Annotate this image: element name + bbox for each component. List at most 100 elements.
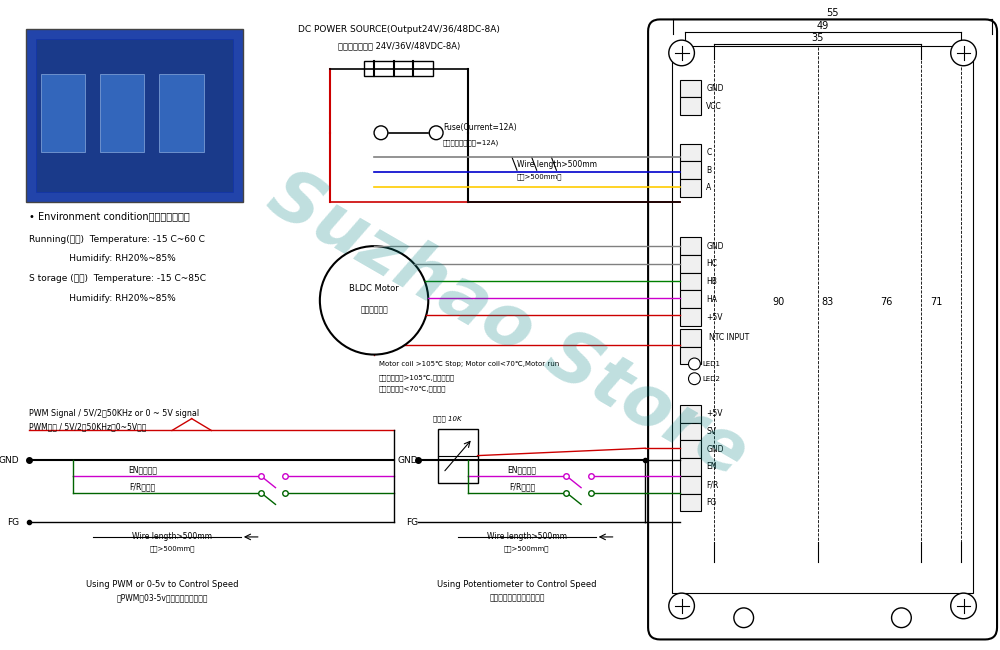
Bar: [36, 39, 233, 192]
Text: Wire length>500mm: Wire length>500mm: [487, 532, 567, 541]
Circle shape: [892, 608, 911, 628]
Text: Using PWM or 0-5v to Control Speed: Using PWM or 0-5v to Control Speed: [86, 580, 238, 589]
Text: Humidify: RH20%~85%: Humidify: RH20%~85%: [29, 254, 176, 263]
Bar: [100, 73, 144, 153]
Bar: [680, 405, 701, 422]
Bar: [26, 29, 243, 202]
Text: • Environment condition（环境条件）：: • Environment condition（环境条件）：: [29, 211, 190, 222]
Text: 71: 71: [930, 297, 942, 307]
Text: Motor coil >105℃ Stop; Motor coil<70℃,Motor run: Motor coil >105℃ Stop; Motor coil<70℃,Mo…: [379, 361, 559, 367]
Text: PWM信号 / 5V/2⁲50KHz至0~5V电压: PWM信号 / 5V/2⁲50KHz至0~5V电压: [29, 422, 146, 431]
Bar: [680, 422, 701, 440]
Bar: [438, 428, 478, 483]
Text: 直流无刷电机: 直流无刷电机: [360, 306, 388, 315]
Text: 线长>500mm时: 线长>500mm时: [504, 545, 550, 552]
Text: F/R正反转: F/R正反转: [129, 482, 156, 491]
Text: HB: HB: [706, 277, 717, 286]
Text: B: B: [706, 166, 711, 175]
Text: GND: GND: [0, 456, 19, 465]
Text: FG: FG: [406, 517, 418, 526]
Text: GND: GND: [398, 456, 418, 465]
Bar: [680, 79, 701, 98]
Bar: [159, 73, 204, 153]
Text: 35: 35: [811, 33, 824, 43]
Text: FG: FG: [706, 498, 717, 507]
FancyBboxPatch shape: [648, 20, 997, 640]
Text: 电机线圈温度<70℃,电机工作: 电机线圈温度<70℃,电机工作: [379, 385, 446, 393]
Text: Running(运输)  Temperature: -15 C~60 C: Running(运输) Temperature: -15 C~60 C: [29, 235, 205, 244]
Text: EN: EN: [706, 462, 717, 471]
Bar: [680, 273, 701, 291]
Text: GND: GND: [706, 242, 724, 251]
Text: 直流电源（输出 24V/36V/48VDC-8A): 直流电源（输出 24V/36V/48VDC-8A): [338, 42, 460, 51]
Circle shape: [951, 40, 976, 66]
Text: Using Potentiometer to Control Speed: Using Potentiometer to Control Speed: [437, 580, 597, 589]
Bar: [680, 179, 701, 197]
Bar: [680, 308, 701, 326]
Bar: [680, 237, 701, 255]
Text: HC: HC: [706, 259, 717, 268]
Text: FG: FG: [7, 517, 19, 526]
Bar: [680, 161, 701, 179]
Bar: [680, 255, 701, 273]
Circle shape: [669, 593, 694, 619]
Circle shape: [689, 358, 700, 370]
Text: +5V: +5V: [706, 313, 723, 322]
Text: EN电机启停: EN电机启停: [507, 465, 536, 474]
Text: F/R正反转: F/R正反转: [509, 482, 535, 491]
Bar: [41, 73, 85, 153]
Text: Wire length>500mm: Wire length>500mm: [132, 532, 212, 541]
Bar: [680, 493, 701, 512]
Bar: [680, 440, 701, 458]
Text: Wire length>500mm: Wire length>500mm: [517, 160, 597, 169]
Text: HA: HA: [706, 295, 717, 304]
Text: 电位器控制转速的接线方法: 电位器控制转速的接线方法: [489, 593, 545, 603]
Text: GND: GND: [706, 84, 724, 93]
Text: DC POWER SOURCE(Output24V/36/48DC-8A): DC POWER SOURCE(Output24V/36/48DC-8A): [298, 25, 500, 34]
Text: Fuse(Current=12A): Fuse(Current=12A): [443, 124, 517, 133]
Text: C: C: [706, 148, 712, 157]
Circle shape: [429, 126, 443, 140]
Text: EN电机启停: EN电机启停: [128, 465, 157, 474]
Text: 线长>500mm时: 线长>500mm时: [149, 545, 195, 552]
Bar: [680, 98, 701, 115]
Text: 保险丝（电流容量=12A): 保险丝（电流容量=12A): [443, 139, 499, 146]
Text: 55: 55: [826, 8, 839, 18]
Bar: [680, 291, 701, 308]
Circle shape: [320, 246, 428, 354]
Bar: [672, 46, 973, 593]
Bar: [364, 61, 433, 75]
Bar: [680, 458, 701, 476]
Bar: [680, 346, 701, 365]
Circle shape: [951, 593, 976, 619]
Text: F/R: F/R: [706, 480, 719, 489]
Text: +5V: +5V: [706, 410, 723, 418]
Text: 用PWM戆03-5v控制转速的接线方法: 用PWM戆03-5v控制转速的接线方法: [116, 593, 208, 603]
Text: BLDC Motor: BLDC Motor: [349, 284, 399, 293]
Text: LED2: LED2: [702, 376, 720, 382]
Text: VCC: VCC: [706, 101, 722, 111]
Text: Suzhao Store: Suzhao Store: [256, 160, 759, 490]
Text: NTC INPUT: NTC INPUT: [709, 333, 749, 343]
Text: S torage (保存)  Temperature: -15 C~85C: S torage (保存) Temperature: -15 C~85C: [29, 274, 206, 283]
Text: 90: 90: [772, 297, 784, 307]
Text: 电位器 10K: 电位器 10K: [433, 415, 462, 422]
Circle shape: [689, 373, 700, 385]
Text: 83: 83: [821, 297, 834, 307]
Text: A: A: [706, 183, 712, 192]
Circle shape: [734, 608, 754, 628]
Text: SV: SV: [706, 427, 716, 436]
Circle shape: [374, 126, 388, 140]
Bar: [680, 144, 701, 161]
Text: LED1: LED1: [702, 361, 720, 367]
Text: Humidify: RH20%~85%: Humidify: RH20%~85%: [29, 294, 176, 303]
Text: 76: 76: [880, 297, 893, 307]
Text: PWM Signal / 5V/2⁲50KHz or 0 ~ 5V signal: PWM Signal / 5V/2⁲50KHz or 0 ~ 5V signal: [29, 410, 199, 418]
Bar: [680, 476, 701, 493]
Text: 线长>500mm时: 线长>500mm时: [517, 174, 562, 181]
Circle shape: [669, 40, 694, 66]
Text: 电机线圈温度>105℃,电机停机；: 电机线圈温度>105℃,电机停机；: [379, 374, 455, 380]
Bar: [680, 329, 701, 346]
Text: 49: 49: [816, 21, 829, 31]
Text: GND: GND: [706, 445, 724, 454]
